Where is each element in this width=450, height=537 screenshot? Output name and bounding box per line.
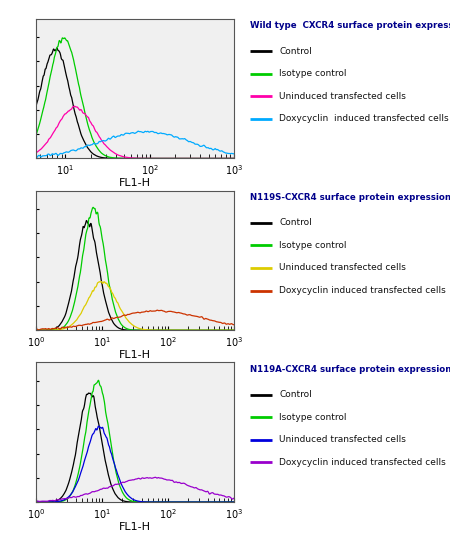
X-axis label: FL1-H: FL1-H [119, 522, 151, 532]
Text: N119A-CXCR4 surface protein expression: N119A-CXCR4 surface protein expression [250, 365, 450, 374]
Text: Isotype control: Isotype control [279, 69, 346, 78]
Text: Doxycyclin induced transfected cells: Doxycyclin induced transfected cells [279, 458, 446, 467]
Text: Uninduced transfected cells: Uninduced transfected cells [279, 92, 406, 100]
X-axis label: FL1-H: FL1-H [119, 350, 151, 360]
Text: Control: Control [279, 390, 312, 399]
Text: Doxycyclin  induced transfected cells: Doxycyclin induced transfected cells [279, 114, 449, 123]
Text: Wild type  CXCR4 surface protein expression: Wild type CXCR4 surface protein expressi… [250, 21, 450, 31]
Text: Isotype control: Isotype control [279, 241, 346, 250]
Text: Isotype control: Isotype control [279, 413, 346, 422]
Text: Doxycyclin induced transfected cells: Doxycyclin induced transfected cells [279, 286, 446, 295]
Text: N119S-CXCR4 surface protein expression: N119S-CXCR4 surface protein expression [250, 193, 450, 202]
Text: Control: Control [279, 219, 312, 227]
Text: Uninduced transfected cells: Uninduced transfected cells [279, 436, 406, 444]
Text: Control: Control [279, 47, 312, 55]
Text: Uninduced transfected cells: Uninduced transfected cells [279, 264, 406, 272]
X-axis label: FL1-H: FL1-H [119, 178, 151, 188]
